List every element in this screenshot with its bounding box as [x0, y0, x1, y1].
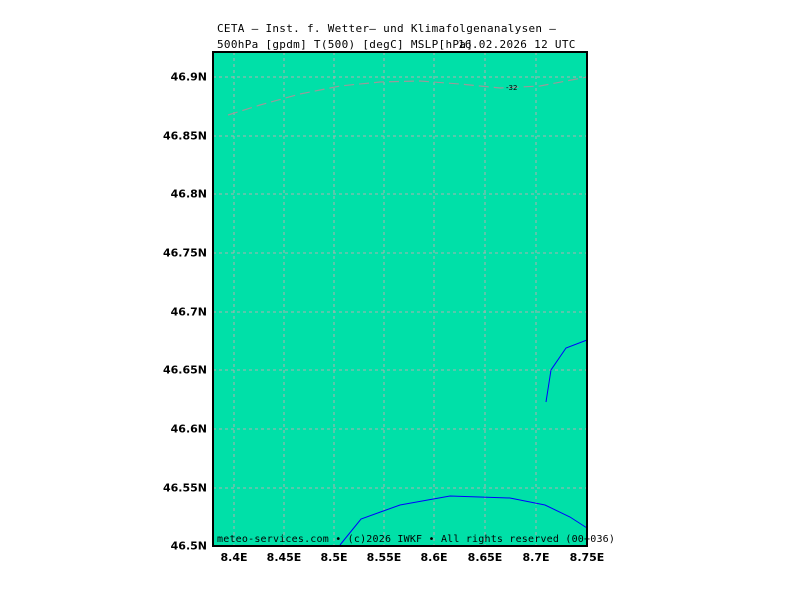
chart-title-line1: CETA — Inst. f. Wetter— und Klimafolgena…	[217, 22, 557, 35]
map-background	[213, 52, 587, 546]
lon-tick-label: 8.75E	[569, 551, 605, 564]
copyright-footer: meteo-services.com • (c)2026 IWKF • All …	[217, 534, 616, 545]
valid-time: 16.02.2026 12 UTC	[458, 38, 576, 51]
lon-tick-label: 8.5E	[320, 551, 348, 564]
lon-tick-label: 8.65E	[467, 551, 503, 564]
lat-tick-label: 46.6N	[170, 422, 207, 436]
lon-tick-label: 8.45E	[266, 551, 302, 564]
lat-tick-label: 46.75N	[163, 246, 207, 260]
lat-tick-label: 46.55N	[163, 481, 207, 495]
lat-lon-grid	[213, 52, 587, 546]
border-line-east	[545, 339, 588, 403]
isotherm-label: -32	[506, 84, 517, 92]
lon-tick-label: 8.7E	[522, 551, 550, 564]
isotherm-line	[227, 76, 588, 116]
lat-tick-label: 46.65N	[163, 363, 207, 377]
chart-title-line2: 500hPa [gpdm] T(500) [degC] MSLP[hPa]	[217, 38, 474, 51]
lon-tick-label: 8.55E	[366, 551, 402, 564]
lat-tick-label: 46.7N	[170, 305, 207, 319]
lat-tick-label: 46.8N	[170, 187, 207, 201]
lat-tick-label: 46.85N	[163, 129, 207, 143]
lat-tick-label: 46.9N	[170, 70, 207, 84]
lon-tick-label: 8.6E	[420, 551, 448, 564]
border-line-south	[339, 495, 588, 546]
lon-tick-label: 8.4E	[220, 551, 248, 564]
lat-tick-label: 46.5N	[170, 539, 207, 553]
map-frame	[212, 51, 588, 547]
